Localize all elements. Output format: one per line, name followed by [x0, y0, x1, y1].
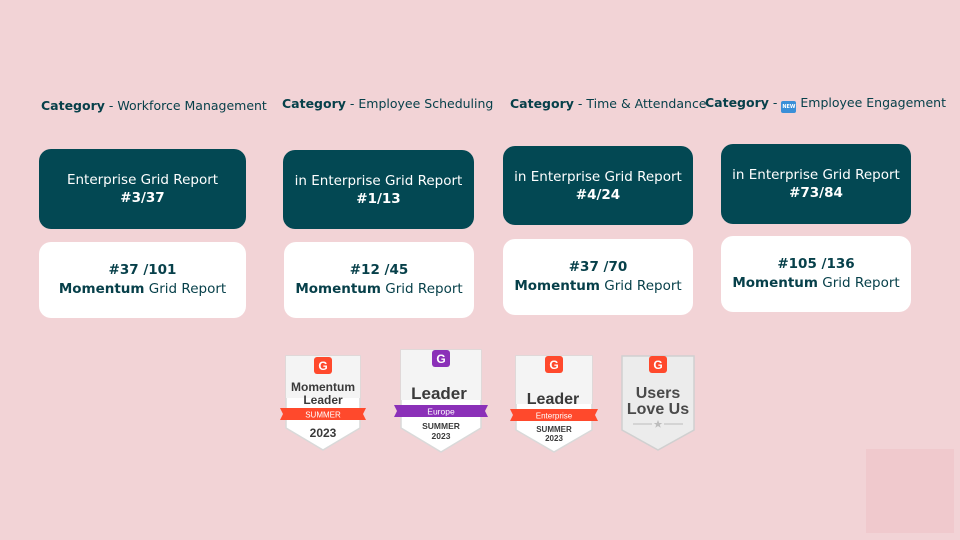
g2-logo-icon — [545, 356, 563, 373]
momentum-bold: Momentum — [295, 281, 381, 297]
enterprise-rank: #73/84 — [789, 185, 843, 201]
enterprise-card-engagement: in Enterprise Grid Report #73/84 — [721, 144, 911, 224]
badge-line1: Leader — [411, 384, 467, 403]
g2-logo-text: G — [436, 352, 445, 366]
faint-overlay-block — [866, 449, 954, 533]
badge-year: 2023 — [545, 434, 563, 443]
g2-logo-text: G — [318, 359, 327, 373]
momentum-rest: Grid Report — [144, 281, 227, 297]
new-icon: NEW — [781, 101, 797, 113]
category-separator: - — [104, 98, 118, 113]
category-label: Category — [282, 96, 346, 111]
category-separator: - — [573, 96, 587, 111]
g2-logo-icon — [649, 356, 667, 373]
momentum-card-scheduling: #12 /45 Momentum Grid Report — [284, 242, 474, 318]
momentum-rank: #37 /101 — [108, 262, 177, 278]
enterprise-card-time-attendance: in Enterprise Grid Report #4/24 — [503, 146, 693, 225]
momentum-rank: #12 /45 — [349, 262, 409, 278]
category-heading-engagement: Category - NEW Employee Engagement — [705, 95, 946, 113]
category-name: Employee Engagement — [800, 95, 946, 110]
badge-season: SUMMER — [422, 421, 460, 431]
enterprise-text: in Enterprise Grid Report — [514, 168, 682, 185]
momentum-label: Momentum Grid Report — [295, 280, 462, 299]
category-heading-time-attendance: Category - Time & Attendance — [510, 96, 707, 111]
badge-ribbon-text: Europe — [427, 407, 455, 417]
momentum-rest: Grid Report — [818, 275, 900, 291]
momentum-rank: #105 /136 — [777, 256, 855, 272]
g2-users-love-us-badge: G Users Love Us — [621, 355, 695, 451]
category-name: Time & Attendance — [586, 96, 707, 111]
momentum-card-engagement: #105 /136 Momentum Grid Report — [721, 236, 911, 312]
category-label: Category — [510, 96, 574, 111]
badge-line1: Momentum — [291, 380, 355, 394]
badge-ribbon — [510, 409, 598, 421]
category-label: Category — [705, 95, 769, 110]
momentum-bold: Momentum — [732, 275, 818, 291]
enterprise-rank: #4/24 — [575, 186, 621, 203]
g2-momentum-leader-badge: G Momentum Leader SUMMER 2023 — [280, 355, 366, 451]
enterprise-rank: #1/13 — [356, 190, 401, 207]
badge-line1: Leader — [527, 391, 579, 408]
momentum-card-workforce: #37 /101 Momentum Grid Report — [39, 242, 246, 318]
enterprise-card-scheduling: in Enterprise Grid Report #1/13 — [283, 150, 474, 229]
category-separator: - — [768, 95, 782, 110]
badge-ribbon-text: SUMMER — [305, 411, 341, 420]
badge-line2: Love Us — [627, 401, 689, 418]
category-heading-workforce: Category - Workforce Management — [41, 98, 267, 113]
momentum-rest: Grid Report — [600, 278, 682, 294]
category-heading-scheduling: Category - Employee Scheduling — [282, 96, 493, 111]
g2-logo-text: G — [549, 358, 558, 372]
enterprise-text: in Enterprise Grid Report — [294, 172, 463, 189]
momentum-card-time-attendance: #37 /70 Momentum Grid Report — [503, 239, 693, 315]
badge-line2: Leader — [303, 393, 343, 407]
g2-logo-icon — [314, 357, 332, 374]
g2-logo-text: G — [653, 358, 662, 372]
category-name: Employee Scheduling — [358, 96, 494, 111]
category-label: Category — [41, 98, 105, 113]
enterprise-text: Enterprise Grid Report — [66, 172, 219, 188]
category-name: Workforce Management — [117, 98, 267, 113]
category-separator: - — [345, 96, 359, 111]
momentum-rest: Grid Report — [381, 281, 463, 297]
badge-ribbon-text: Enterprise — [536, 412, 573, 421]
badge-season: SUMMER — [536, 425, 572, 434]
momentum-rank: #37 /70 — [568, 259, 628, 275]
momentum-bold: Momentum — [514, 278, 600, 294]
momentum-label: Momentum Grid Report — [59, 280, 226, 299]
momentum-bold: Momentum — [58, 281, 145, 297]
badge-ribbon — [394, 405, 488, 417]
g2-logo-icon — [432, 350, 450, 367]
enterprise-card-workforce: Enterprise Grid Report #3/37 — [39, 149, 246, 229]
enterprise-rank: #3/37 — [120, 190, 165, 206]
badge-year: 2023 — [310, 426, 337, 440]
momentum-label: Momentum Grid Report — [732, 274, 899, 293]
star-icon — [653, 420, 663, 428]
momentum-label: Momentum Grid Report — [514, 277, 681, 296]
enterprise-text: in Enterprise Grid Report — [732, 167, 900, 183]
badge-line1: Users — [636, 385, 681, 402]
badge-ribbon — [280, 408, 366, 420]
g2-leader-europe-badge: G Leader Europe SUMMER 2023 — [394, 349, 488, 453]
badge-year: 2023 — [432, 431, 451, 441]
g2-leader-enterprise-badge: G Leader Enterprise SUMMER 2023 — [510, 355, 598, 453]
